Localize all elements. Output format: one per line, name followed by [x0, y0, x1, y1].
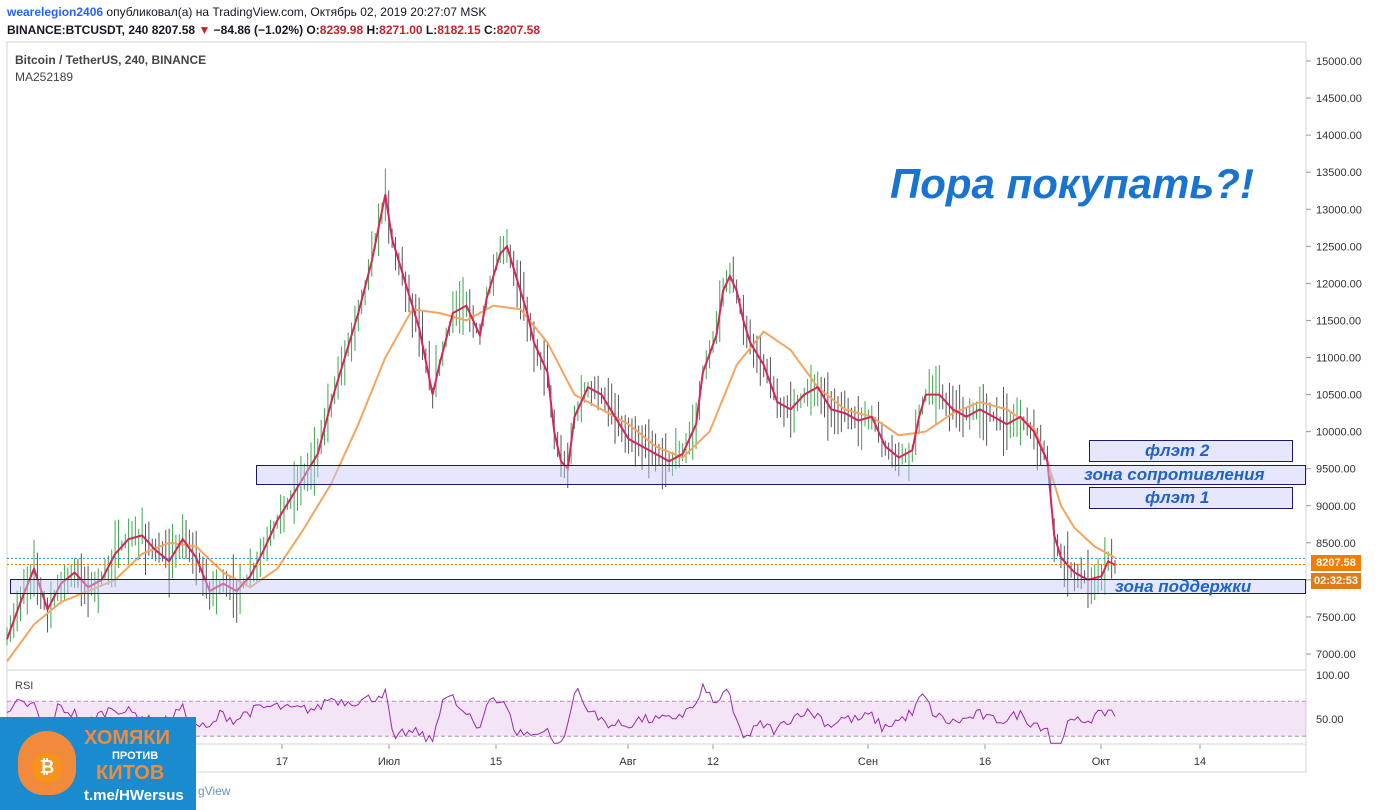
resistance-zone-label: зона сопротивления: [1084, 465, 1265, 484]
logo-line2: ПРОТИВ: [112, 750, 159, 762]
ma-line: [6, 304, 1116, 662]
close-value: 8207.58: [496, 23, 541, 37]
rsi-label[interactable]: RSI: [15, 680, 34, 692]
author-link[interactable]: wearelegion2406: [7, 5, 104, 19]
logo-link[interactable]: t.me/HWersus: [84, 787, 184, 804]
support-zone[interactable]: [10, 579, 1306, 594]
low-label: L:: [425, 23, 438, 37]
rsi-tick-label: 100.00: [1316, 670, 1350, 682]
open-label: O:: [306, 23, 320, 37]
y-tick-label: 11500.00: [1316, 315, 1361, 327]
logo-line1: ХОМЯКИ: [84, 727, 170, 749]
price-line: [6, 194, 1116, 640]
y-tick-label: 7000.00: [1316, 649, 1356, 661]
change-value: −84.86 (−1.02%): [213, 23, 304, 37]
headline-annotation: Пора покупать?!: [890, 160, 1254, 207]
last-price-tag: 8207.58: [1311, 555, 1361, 571]
y-tick-label: 11000.00: [1316, 353, 1361, 365]
last-value: 8207.58: [151, 23, 196, 37]
countdown-tag: 02:32:53: [1311, 573, 1361, 589]
y-tick-label: 12000.00: [1316, 278, 1362, 290]
series-lines: [6, 194, 1306, 662]
close-label: C:: [483, 23, 497, 37]
y-tick-label: 9000.00: [1316, 501, 1356, 513]
ohlc-line: BINANCE:BTCUSDT, 240 8207.58 ▼ −84.86 (−…: [7, 23, 540, 37]
chart-frame: [6, 41, 1307, 773]
x-tick-label: 15: [490, 756, 502, 768]
x-tick-label: Июл: [378, 756, 400, 768]
bitcoin-icon: ₿: [32, 753, 62, 783]
rsi-band-fill: [7, 701, 1306, 737]
logo-line3: КИТОВ: [96, 762, 165, 784]
y-tick-label: 13000.00: [1316, 204, 1362, 216]
x-tick-label: 16: [979, 756, 991, 768]
support-zone-label: зона поддержки: [1115, 577, 1252, 596]
y-tick-label: 15000.00: [1316, 56, 1362, 68]
down-arrow-icon: ▼: [198, 23, 211, 37]
rsi-band: 100.00 50.00: [7, 670, 1350, 737]
x-tick-label: Окт: [1092, 756, 1111, 768]
flat1-label: флэт 1: [1145, 488, 1210, 507]
candles: [6, 168, 1116, 646]
y-tick-label: 14500.00: [1316, 93, 1362, 105]
chart-title: Bitcoin / TetherUS, 240, BINANCE: [15, 53, 207, 67]
y-tick-label: 9500.00: [1316, 464, 1356, 476]
tradingview-watermark: gView: [198, 784, 231, 798]
x-axis[interactable]: 17 Июл 15 Авг 12 Сен 16 Окт 14: [7, 743, 1306, 768]
chart-header: wearelegion2406 опубликовал(а) на Tradin…: [0, 0, 1380, 42]
y-tick-label: 10000.00: [1316, 427, 1362, 439]
low-value: 8182.15: [437, 23, 481, 37]
y-tick-label: 10500.00: [1316, 390, 1362, 402]
high-value: 8271.00: [379, 23, 423, 37]
flat2-box[interactable]: [1089, 440, 1293, 462]
y-tick-label: 14000.00: [1316, 130, 1362, 142]
rsi-tick-label: 50.00: [1316, 714, 1344, 726]
resistance-zone[interactable]: [256, 465, 1306, 485]
y-tick-label: 13500.00: [1316, 167, 1362, 179]
y-tick-label: 8500.00: [1316, 538, 1356, 550]
open-value: 8239.98: [319, 23, 364, 37]
flat2-label: флэт 2: [1145, 441, 1210, 460]
x-tick-label: 14: [1194, 756, 1206, 768]
y-tick-label: 12500.00: [1316, 241, 1362, 253]
flat1-box[interactable]: [1089, 487, 1293, 509]
x-tick-label: Авг: [619, 756, 636, 768]
ma-indicator-label[interactable]: MA252189: [15, 70, 74, 84]
x-tick-label: 17: [276, 756, 288, 768]
publish-info: wearelegion2406 опубликовал(а) на Tradin…: [7, 5, 486, 19]
high-label: H:: [366, 23, 380, 37]
x-tick-label: 12: [707, 756, 719, 768]
x-tick-label: Сен: [858, 756, 878, 768]
y-tick-label: 7500.00: [1316, 612, 1356, 624]
ticker-label: BINANCE:BTCUSDT, 240: [7, 23, 149, 37]
publish-text: опубликовал(а) на TradingView.com, Октяб…: [106, 5, 487, 19]
channel-logo[interactable]: ₿ ХОМЯКИ ПРОТИВ КИТОВ t.me/HWersus: [0, 717, 196, 810]
